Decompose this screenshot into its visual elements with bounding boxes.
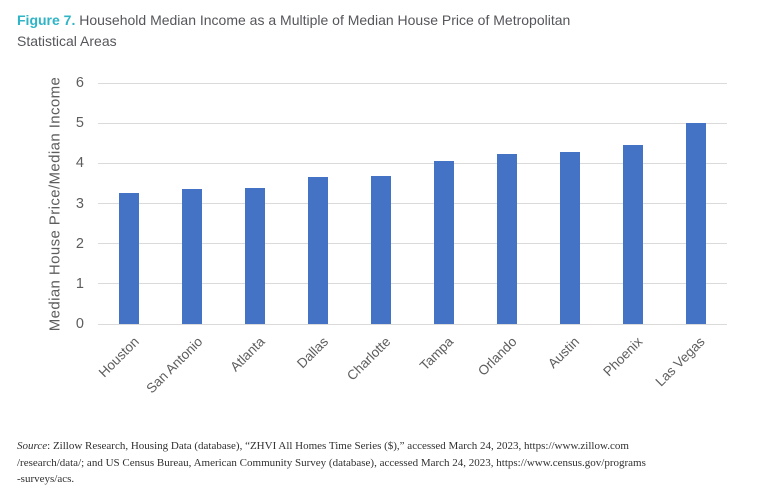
figure-title-text: Household Median Income as a Multiple of… (17, 12, 571, 49)
x-axis-category-text: Tampa (417, 334, 457, 374)
y-tick-label: 5 (75, 115, 84, 132)
source-label: Source (17, 440, 48, 452)
bar-las-vegas (685, 123, 706, 324)
y-tick-label: 4 (75, 155, 84, 172)
bar-orlando (496, 154, 517, 324)
x-axis-category-text: Austin (545, 334, 583, 372)
y-tick-label: 2 (75, 235, 84, 252)
gridline (98, 283, 727, 285)
y-tick-label: 6 (75, 75, 84, 91)
x-axis-category-text: Dallas (293, 334, 331, 372)
gridline (98, 203, 727, 204)
x-axis-category-text: San Antonio (142, 334, 205, 397)
bar-houston (119, 193, 140, 324)
gridline (98, 122, 727, 124)
x-axis-category-text: Orlando (474, 334, 520, 379)
x-axis-category-text: Charlotte (344, 334, 394, 384)
figure-title: Figure 7. Household Median Income as a M… (17, 10, 729, 51)
bar-dallas (308, 176, 329, 324)
bar-phoenix (622, 145, 643, 324)
gridline (98, 243, 727, 245)
x-axis-category-text: Las Vegas (652, 334, 709, 390)
figure-label: Figure 7. (17, 12, 76, 28)
y-tick-label: 0 (75, 316, 84, 332)
source-text: : Zillow Research, Housing Data (databas… (17, 440, 646, 485)
bar-san-antonio (182, 189, 203, 324)
bar-charlotte (371, 176, 392, 324)
gridline (98, 162, 727, 164)
y-tick-label: 1 (75, 275, 84, 292)
bar-tampa (433, 161, 454, 324)
source-note: Source: Zillow Research, Housing Data (d… (17, 438, 759, 488)
bar-atlanta (245, 187, 266, 324)
x-axis-category-text: Houston (95, 334, 143, 381)
y-tick-label: 3 (75, 195, 84, 212)
x-axis-category-text: Phoenix (600, 334, 646, 380)
gridline (98, 82, 727, 84)
x-axis-category-text: Atlanta (227, 334, 268, 375)
bar-austin (559, 152, 580, 324)
gridline (98, 323, 727, 325)
